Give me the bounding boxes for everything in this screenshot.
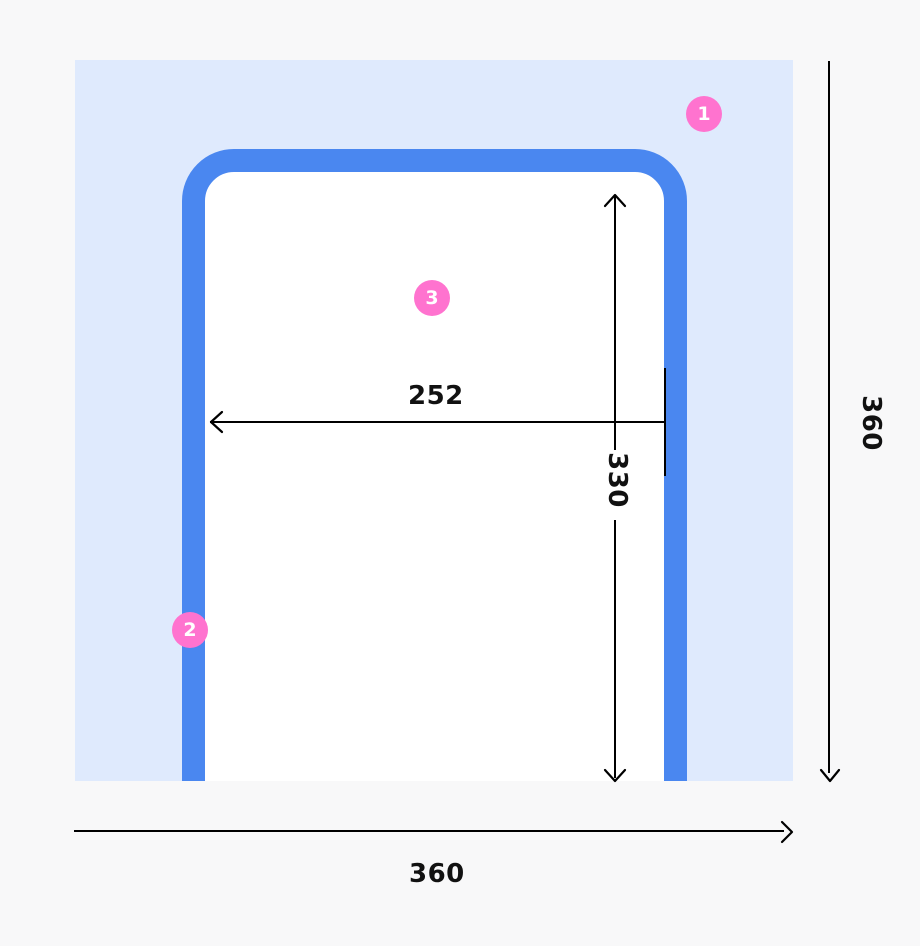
badge-label-2: 2	[183, 619, 197, 641]
badge-label-1: 1	[697, 103, 711, 125]
arrowhead-up-330	[603, 192, 627, 210]
dimension-label-360-horizontal: 360	[409, 859, 465, 889]
dimension-label-360-vertical: 360	[852, 393, 890, 453]
dimension-line-330-upper	[614, 196, 616, 460]
badge-marker-3[interactable]: 3	[414, 280, 450, 316]
badge-marker-2[interactable]: 2	[172, 612, 208, 648]
dimension-line-360-vertical	[828, 61, 830, 773]
arrowhead-down-360	[818, 766, 842, 784]
dimension-label-252: 252	[408, 381, 464, 411]
dimension-label-330: 330	[598, 450, 636, 510]
arrowhead-right-360	[778, 820, 796, 844]
badge-label-3: 3	[425, 287, 439, 309]
arrowhead-left-252	[208, 410, 226, 434]
dimension-line-360-horizontal	[74, 830, 784, 832]
dimension-line-252	[210, 421, 665, 423]
badge-marker-1[interactable]: 1	[686, 96, 722, 132]
dimension-line-330-lower	[614, 520, 616, 778]
arrowhead-down-330	[603, 766, 627, 784]
extension-tick-252	[664, 368, 666, 476]
